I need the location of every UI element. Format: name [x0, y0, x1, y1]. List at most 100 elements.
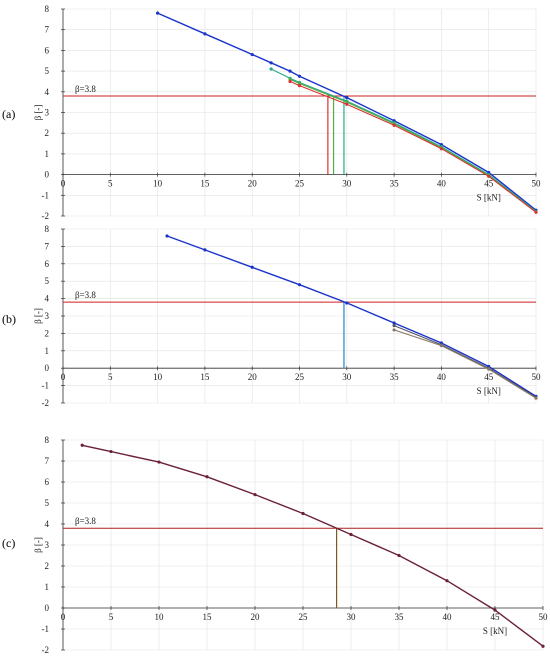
y-tick-label: 2: [45, 128, 50, 138]
x-tick-label: 10: [153, 179, 163, 189]
data-point: [392, 321, 396, 325]
y-axis-label: β [-]: [33, 105, 43, 121]
y-tick-label: -1: [42, 381, 50, 391]
x-tick-label: 40: [443, 612, 453, 622]
x-tick-label: 25: [299, 612, 309, 622]
y-tick-label: 3: [45, 311, 50, 321]
x-tick-label: 15: [203, 612, 213, 622]
x-tick-label: 10: [155, 612, 165, 622]
y-axis-label: β [-]: [33, 537, 43, 553]
data-point: [345, 102, 349, 106]
data-point: [109, 449, 113, 454]
x-tick-label: 40: [437, 372, 447, 382]
y-tick-label: 8: [45, 435, 50, 445]
x-tick-label: 0: [61, 372, 66, 382]
y-tick-label: 4: [45, 519, 50, 529]
y-tick-label: -2: [42, 211, 50, 221]
data-point: [288, 69, 292, 73]
panel-label: (c): [2, 536, 15, 550]
x-tick-label: 0: [61, 179, 66, 189]
data-point: [297, 283, 302, 287]
x-tick-label: 15: [200, 179, 210, 189]
x-tick-label: 35: [390, 179, 400, 189]
series-line-1: [82, 444, 544, 647]
y-tick-label: 1: [45, 346, 50, 356]
y-tick-label: -1: [42, 624, 50, 634]
x-tick-label: 50: [532, 179, 542, 189]
data-point: [345, 95, 349, 100]
data-point: [493, 608, 497, 612]
y-tick-label: 4: [45, 87, 50, 97]
x-tick-label: 35: [395, 612, 405, 622]
panel-label: (b): [2, 312, 16, 326]
x-tick-label: 45: [491, 612, 501, 622]
threshold-label: β=3.8: [75, 290, 96, 300]
data-point: [203, 248, 207, 252]
y-tick-label: 7: [45, 25, 50, 35]
data-point: [439, 147, 443, 151]
y-tick-label: 3: [45, 540, 50, 550]
y-tick-label: 5: [45, 66, 50, 76]
data-point: [487, 367, 491, 371]
data-point: [205, 475, 209, 479]
y-tick-label: 3: [45, 108, 50, 118]
data-point: [297, 74, 302, 78]
x-axis-label: S [kN]: [483, 626, 507, 636]
data-point: [397, 553, 401, 558]
x-tick-label: 50: [539, 612, 549, 622]
y-tick-label: 7: [45, 241, 50, 251]
threshold-label: β=3.8: [75, 84, 96, 94]
x-tick-label: 45: [484, 179, 494, 189]
y-tick-label: 2: [45, 561, 50, 571]
y-tick-label: 0: [45, 603, 50, 613]
data-point: [269, 61, 273, 65]
x-tick-label: 10: [153, 372, 163, 382]
y-tick-label: 8: [45, 224, 50, 234]
data-point: [349, 532, 353, 537]
y-axis-label: β [-]: [33, 308, 43, 324]
y-tick-label: 1: [45, 149, 50, 159]
x-tick-label: 5: [108, 179, 113, 189]
x-tick-label: 30: [342, 179, 352, 189]
y-tick-label: 7: [45, 456, 50, 466]
y-tick-label: 4: [45, 294, 50, 304]
y-tick-label: 5: [45, 276, 50, 286]
series-line-2: [393, 325, 537, 398]
x-tick-label: 0: [61, 612, 66, 622]
threshold-label: β=3.8: [75, 516, 96, 526]
data-point: [541, 644, 545, 648]
data-point: [288, 79, 292, 84]
data-point: [534, 210, 538, 214]
y-tick-label: 0: [45, 170, 50, 180]
data-point: [269, 67, 273, 71]
x-tick-label: 20: [248, 372, 258, 382]
data-point: [439, 343, 443, 348]
y-tick-label: 0: [45, 363, 50, 373]
data-point: [157, 460, 161, 464]
x-tick-label: 20: [248, 179, 258, 189]
data-point: [445, 579, 449, 583]
x-tick-label: 40: [437, 179, 447, 189]
x-tick-label: 25: [295, 372, 305, 382]
data-point: [345, 301, 349, 305]
y-tick-label: -1: [42, 190, 50, 200]
x-tick-label: 45: [484, 372, 494, 382]
data-point: [165, 234, 169, 238]
x-axis-label: S [kN]: [477, 193, 501, 203]
y-tick-label: 6: [45, 259, 50, 269]
data-point: [250, 52, 254, 57]
data-point: [253, 493, 257, 497]
x-tick-label: 15: [200, 372, 210, 382]
data-point: [534, 396, 538, 400]
data-point: [392, 323, 396, 328]
data-point: [392, 328, 396, 332]
x-axis-label: S [kN]: [477, 386, 501, 396]
y-tick-label: 6: [45, 477, 50, 487]
x-tick-label: 5: [109, 612, 114, 622]
y-tick-label: -2: [42, 645, 50, 655]
data-point: [203, 32, 207, 36]
